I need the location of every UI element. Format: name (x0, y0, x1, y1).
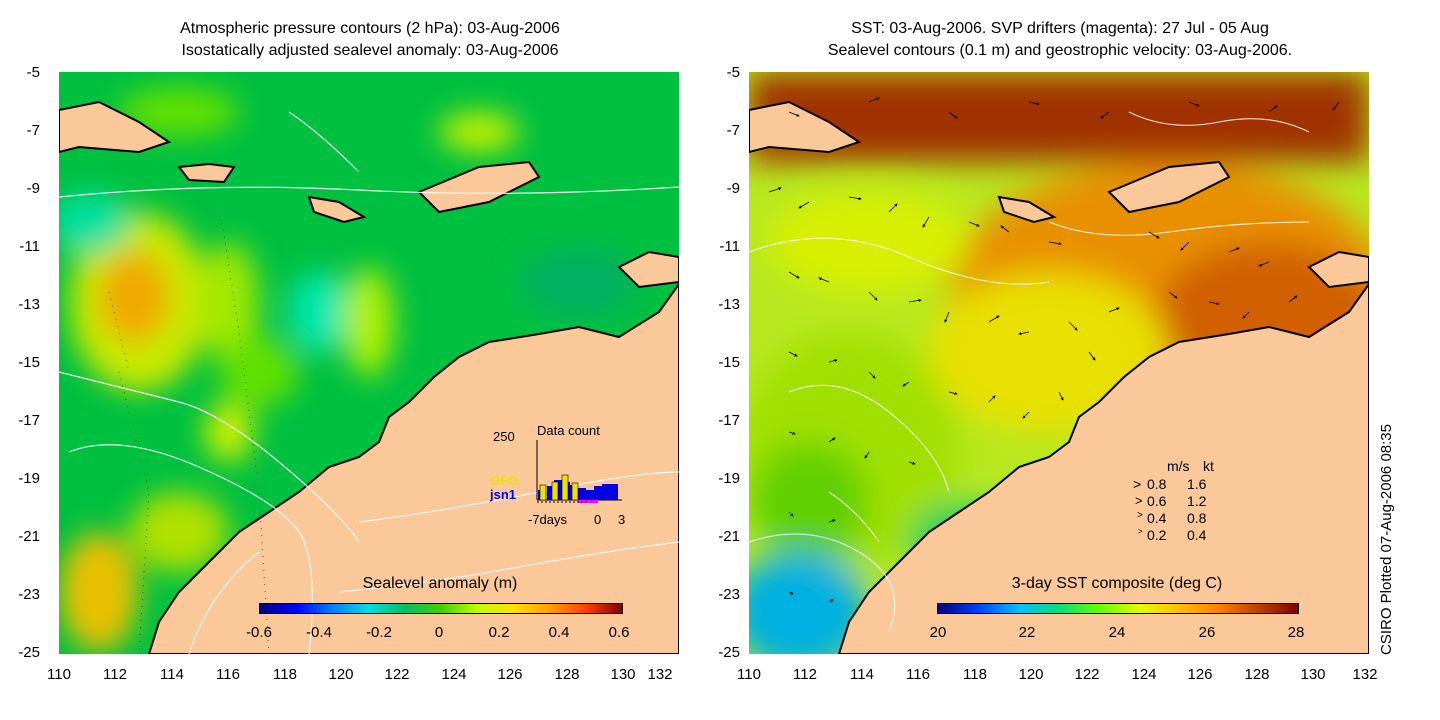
lat-tick-label: -9 (726, 180, 740, 197)
colorbar-label: -0.2 (366, 624, 392, 641)
legend-row-kt: 0.4 (1187, 527, 1207, 543)
lon-tick-label: 126 (497, 666, 523, 683)
lat-tick-label: -7 (26, 122, 40, 139)
sst-field (749, 72, 1369, 654)
lat-tick-label: -21 (718, 528, 740, 545)
sealevel-anomaly-map[interactable] (59, 72, 679, 654)
colorbar-label: -0.4 (306, 624, 332, 641)
right-title-line2: Sealevel contours (0.1 m) and geostrophi… (827, 42, 1293, 59)
legend-row-ms: 0.8 (1147, 476, 1167, 492)
inset-max-label: 250 (493, 429, 515, 444)
colorbar-label: 24 (1108, 624, 1126, 641)
lon-tick-label: 122 (384, 666, 410, 683)
legend-arrow-icon: > (1133, 476, 1142, 492)
right-title-line1: SST: 03-Aug-2006. SVP drifters (magenta)… (851, 20, 1269, 37)
inset-x-label-start: -7days (528, 512, 568, 527)
legend-row-kt: 0.8 (1187, 510, 1207, 526)
lon-tick-label: 130 (610, 666, 636, 683)
lon-tick-label: 110 (737, 666, 761, 683)
colorbar-label: 0 (434, 624, 444, 641)
lon-tick-label: 132 (1352, 666, 1378, 683)
lon-tick-label: 124 (441, 666, 467, 683)
legend-arrow-icon: > (1138, 527, 1143, 536)
inset-series-jsn1: jsn1 (490, 487, 517, 502)
lat-tick-label: -25 (718, 644, 740, 661)
right-colorbar-title: 3-day SST composite (deg C) (1011, 575, 1223, 592)
colorbar-label: 0.2 (488, 624, 510, 641)
legend-row-kt: 1.2 (1187, 493, 1207, 509)
lat-tick-label: -19 (18, 470, 40, 487)
lon-tick-label: 126 (1187, 666, 1213, 683)
inset-x-label-end: 3 (618, 512, 626, 527)
legend-row-ms: 0.6 (1147, 493, 1167, 509)
lat-tick-label: -23 (718, 586, 740, 603)
lat-tick-label: -13 (718, 296, 740, 313)
lon-tick-label: 118 (963, 666, 987, 683)
lon-tick-label: 132 (647, 666, 673, 683)
lat-tick-label: -13 (18, 296, 40, 313)
lat-tick-label: -15 (718, 354, 740, 371)
lat-tick-label: -17 (718, 412, 740, 429)
lat-tick-label: -11 (19, 238, 40, 255)
lat-tick-label: -15 (18, 354, 40, 371)
lon-tick-label: 130 (1300, 666, 1326, 683)
lat-tick-label: -9 (26, 180, 40, 197)
colorbar-label: 26 (1198, 624, 1216, 641)
colorbar-label: 0.6 (608, 624, 630, 641)
lon-tick-label: 116 (906, 666, 930, 683)
inset-series-gfo: GFO (490, 473, 519, 488)
legend-arrow-icon: > (1135, 493, 1143, 508)
colorbar-label: 22 (1018, 624, 1036, 641)
lon-tick-label: 110 (47, 666, 71, 683)
plot-credit: CSIRO Plotted 07-Aug-2006 08:35 (1378, 424, 1395, 655)
lat-tick-label: -21 (18, 528, 40, 545)
lat-tick-label: -19 (718, 470, 740, 487)
lon-tick-label: 118 (273, 666, 297, 683)
lat-tick-label: -17 (18, 412, 40, 429)
left-title-line2: Isostatically adjusted sealevel anomaly:… (181, 42, 559, 59)
legend-header-kt: kt (1203, 458, 1214, 474)
lat-tick-label: -5 (726, 64, 740, 81)
lon-tick-label: 114 (160, 666, 184, 683)
data-count-inset: 250 Data count GFO jsn1 -7days 0 3 (490, 423, 630, 527)
lon-tick-label: 112 (103, 666, 127, 683)
legend-row-kt: 1.6 (1187, 476, 1207, 492)
sealevel-colorbar (259, 603, 623, 614)
colorbar-label: -0.6 (246, 624, 272, 641)
legend-header-ms: m/s (1167, 458, 1190, 474)
lat-tick-label: -23 (18, 586, 40, 603)
lon-tick-label: 116 (216, 666, 240, 683)
velocity-arrows (768, 97, 1340, 603)
lon-tick-label: 120 (1018, 666, 1044, 683)
colorbar-label: 0.4 (548, 624, 570, 641)
lon-tick-label: 128 (1244, 666, 1270, 683)
inset-x-label-zero: 0 (594, 512, 602, 527)
sst-map[interactable] (749, 72, 1369, 654)
velocity-legend: m/s kt > 0.8 1.6 > 0.6 1.2 > 0.4 0.8 > 0… (1125, 458, 1245, 548)
legend-row-ms: 0.2 (1147, 527, 1167, 543)
lon-tick-label: 120 (328, 666, 354, 683)
colorbar-label: 28 (1287, 624, 1305, 641)
lat-tick-label: -5 (26, 64, 40, 81)
lat-tick-label: -25 (18, 644, 40, 661)
sst-colorbar (937, 603, 1299, 614)
left-title-line1: Atmospheric pressure contours (2 hPa): 0… (180, 20, 560, 37)
lat-tick-label: -11 (719, 238, 740, 255)
lon-tick-label: 114 (850, 666, 874, 683)
lon-tick-label: 122 (1074, 666, 1100, 683)
sealevel-anomaly-field (59, 72, 679, 654)
lon-tick-label: 112 (793, 666, 817, 683)
legend-row-ms: 0.4 (1147, 510, 1167, 526)
colorbar-label: 20 (929, 624, 947, 641)
lon-tick-label: 128 (554, 666, 580, 683)
lat-tick-label: -7 (726, 122, 740, 139)
legend-arrow-icon: > (1137, 510, 1143, 521)
inset-title: Data count (537, 423, 600, 438)
lon-tick-label: 124 (1131, 666, 1157, 683)
left-colorbar-title: Sealevel anomaly (m) (362, 575, 518, 592)
data-count-histogram (536, 440, 622, 503)
